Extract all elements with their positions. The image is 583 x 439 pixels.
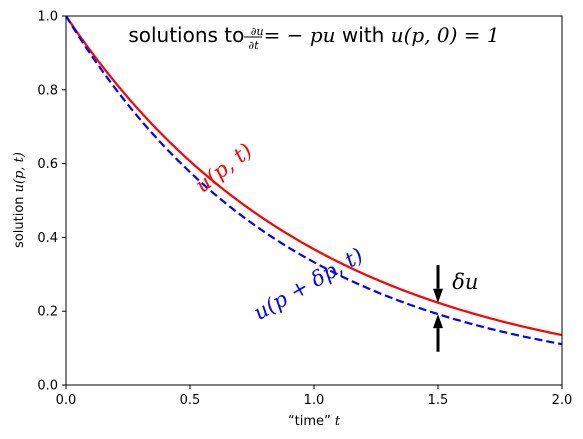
x-tick-label: 1.5: [428, 393, 449, 408]
series-layer: [66, 16, 562, 346]
delta-u-arrow-down: [433, 265, 443, 303]
series-line-1: [66, 16, 562, 337]
delta-u-arrow-up: [433, 314, 443, 352]
y-tick-label: 1.0: [37, 10, 58, 25]
y-tick-label: 0.6: [37, 157, 58, 172]
y-tick-label: 0.0: [37, 379, 58, 394]
x-tick-label: 1.0: [304, 393, 325, 408]
y-axis-label-var: u(p, t): [12, 152, 27, 192]
y-tick-label: 0.4: [37, 231, 58, 246]
chart-title-equation: = − pu: [264, 23, 336, 47]
chart-title-fraction-den: ∂t: [249, 39, 260, 52]
x-axis-label-var: t: [335, 414, 341, 429]
annotation-3: δu: [452, 270, 478, 294]
arrow-layer: [433, 265, 443, 352]
series-line-2: [66, 16, 562, 346]
y-tick-label: 0.8: [37, 83, 58, 98]
chart-title-condition: u(p, 0) = 1: [391, 23, 500, 47]
y-axis-label: solution u(p, t): [12, 152, 27, 248]
chart-title-prefix: solutions to: [128, 23, 250, 47]
chart-title-with: with: [336, 23, 391, 47]
x-tick-label: 0.0: [56, 393, 77, 408]
y-axis: 0.0 0.2 0.4 0.6 0.8 1.0: [37, 10, 66, 394]
plot-area: [66, 16, 562, 385]
chart-title-fraction-num: ∂u: [251, 25, 264, 38]
y-axis-label-prefix: solution: [12, 192, 27, 248]
x-axis: 0.0 0.5 1.0 1.5 2.0: [56, 385, 573, 408]
y-tick-label: 0.2: [37, 305, 58, 320]
x-axis-label-prefix: “time”: [288, 414, 335, 429]
x-tick-label: 2.0: [552, 393, 573, 408]
chart-title: solutions to ∂u ∂t = − pu with u(p, 0) = 1: [128, 23, 499, 52]
x-axis-label: “time” t: [288, 414, 341, 429]
x-tick-label: 0.5: [180, 393, 201, 408]
